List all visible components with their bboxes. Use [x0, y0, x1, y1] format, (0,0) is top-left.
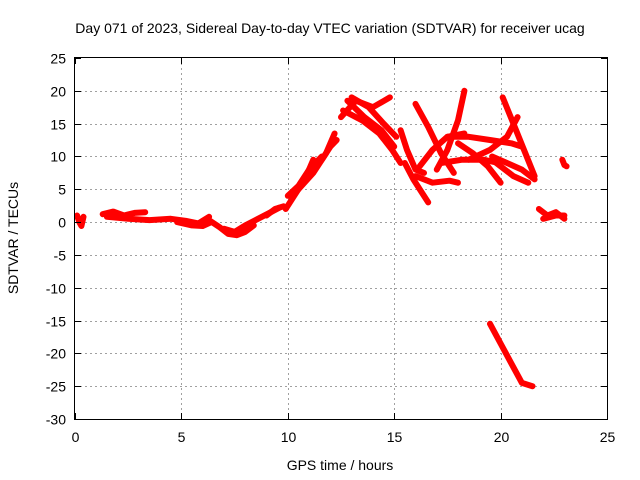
series-track-26: [499, 94, 538, 180]
y-tick-label: 10: [50, 149, 66, 165]
x-axis-label: GPS time / hours: [287, 457, 394, 473]
y-tick-label: -20: [46, 346, 66, 362]
y-axis-label: SDTVAR / TECUs: [5, 182, 21, 294]
y-tick-label: -5: [54, 248, 67, 264]
series-track-31: [540, 212, 568, 222]
x-tick-label: 25: [600, 429, 616, 445]
series-track-24: [455, 140, 504, 186]
series-track-5: [203, 215, 257, 239]
plot-frame: [74, 57, 608, 420]
y-tick-label: 15: [50, 117, 66, 133]
axis-ticks: [75, 58, 608, 420]
series-track-22: [444, 133, 525, 150]
gridlines: [75, 58, 607, 419]
series-track-28: [493, 160, 532, 186]
series-track-14: [344, 97, 398, 150]
series-track-27: [489, 153, 538, 183]
y-tick-label: -10: [46, 281, 66, 297]
series-track-1: [74, 212, 87, 229]
series-track-19: [412, 173, 461, 186]
y-tick-label: -30: [46, 412, 66, 428]
y-tick-label: 0: [58, 215, 66, 231]
series-track-29: [487, 320, 536, 390]
series-track-17: [401, 160, 432, 206]
series-track-7: [263, 203, 287, 219]
x-tick-label: 5: [178, 429, 186, 445]
y-tick-label: 20: [50, 84, 66, 100]
tick-labels: 0 5 10 15 20 25 25 20 15 10 5 0 -5 -10 -15 -20 -25 -30: [46, 51, 616, 446]
data-series: [74, 87, 570, 390]
series-track-11: [306, 137, 340, 180]
x-tick-label: 10: [281, 429, 297, 445]
series-track-32: [559, 156, 570, 170]
y-tick-label: 5: [58, 182, 66, 198]
series-track-4: [174, 219, 215, 229]
y-tick-label: 25: [50, 51, 66, 67]
x-tick-label: 0: [72, 429, 80, 445]
x-tick-label: 20: [494, 429, 510, 445]
series-track-15: [348, 94, 400, 140]
y-tick-label: -25: [46, 379, 66, 395]
series-track-16: [397, 127, 427, 176]
x-tick-label: 15: [387, 429, 403, 445]
series-track-13: [340, 107, 404, 166]
chart-title: Day 071 of 2023, Sidereal Day-to-day VTE…: [75, 20, 584, 36]
y-tick-label: -15: [46, 314, 66, 330]
